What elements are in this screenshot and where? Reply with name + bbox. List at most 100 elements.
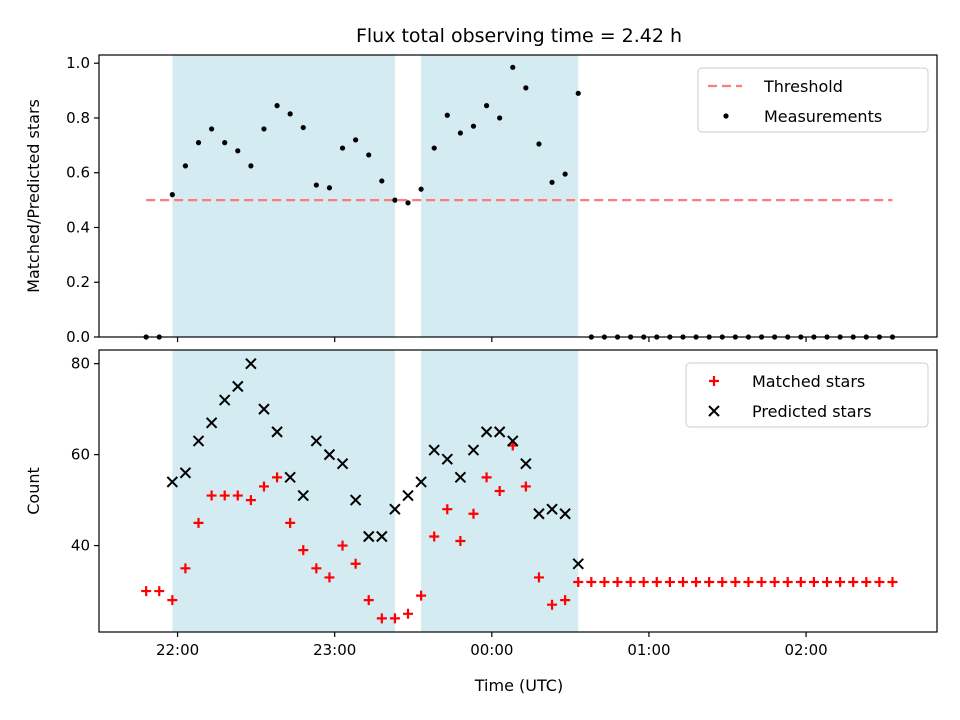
measurement-point xyxy=(222,140,228,146)
bottom-panel-counts: 40 60 80 22:00 23:00 00:00 01:00 02:00 Count Matc… xyxy=(24,349,938,659)
matched-point xyxy=(769,576,780,587)
predicted-point xyxy=(297,489,309,502)
predicted-point xyxy=(284,471,296,484)
measurement-point xyxy=(575,90,581,96)
legend-box xyxy=(697,67,929,133)
predicted-point xyxy=(454,471,467,484)
predicted-point xyxy=(415,476,427,488)
x-tick-label: 22:00 xyxy=(156,641,199,659)
predicted-point xyxy=(441,453,454,465)
measurement-point xyxy=(444,112,450,118)
matched-point xyxy=(481,472,492,483)
matched-point xyxy=(363,595,374,606)
matched-point xyxy=(455,536,466,547)
shaded-interval-2 xyxy=(421,55,579,337)
measurement-point xyxy=(339,145,346,151)
measurement-point xyxy=(300,124,306,131)
matched-point xyxy=(612,576,623,587)
matched-point xyxy=(520,481,531,492)
measurement-point xyxy=(326,185,333,191)
matched-point xyxy=(756,576,767,587)
predicted-point xyxy=(467,444,480,456)
measurement-point xyxy=(353,137,359,143)
predicted-point xyxy=(258,403,270,415)
predicted-point xyxy=(166,476,179,488)
shaded-interval-1 xyxy=(172,55,395,337)
matched-point xyxy=(154,586,165,597)
matched-point xyxy=(258,481,269,492)
predicted-point xyxy=(245,357,257,370)
predicted-point xyxy=(349,494,362,506)
matched-point xyxy=(193,517,204,528)
matched-point xyxy=(704,576,715,587)
measurement-point xyxy=(431,145,437,151)
series-predicted-stars xyxy=(166,357,584,570)
predicted-point xyxy=(179,467,192,479)
predicted-point xyxy=(192,435,205,447)
y-tick-label: 40 xyxy=(71,537,90,555)
matched-point xyxy=(638,576,649,587)
predicted-point xyxy=(310,435,323,447)
measurement-point xyxy=(483,103,490,109)
matched-point xyxy=(245,495,256,506)
matched-point xyxy=(743,576,754,587)
legend: Matched stars Predicted stars xyxy=(685,362,929,428)
x-tick-label: 02:00 xyxy=(784,641,827,659)
matched-point xyxy=(311,563,322,574)
predicted-point xyxy=(205,417,218,429)
series-measurements xyxy=(143,64,896,340)
matched-point xyxy=(677,576,688,587)
y-tick-label: 60 xyxy=(71,446,90,464)
predicted-point xyxy=(218,394,231,406)
predicted-point xyxy=(546,503,558,515)
matched-point xyxy=(272,472,283,483)
measurement-point xyxy=(457,130,463,136)
matched-point xyxy=(141,586,152,597)
matched-point xyxy=(664,576,675,587)
measurement-point xyxy=(497,115,503,121)
measurement-point xyxy=(209,126,215,132)
y-axis-label: Count xyxy=(24,467,43,515)
measurement-point xyxy=(562,171,568,177)
x-tick-label: 01:00 xyxy=(627,641,670,659)
measurement-point xyxy=(536,141,542,147)
predicted-point xyxy=(232,380,244,393)
matched-point xyxy=(547,599,558,610)
y-axis-label: Matched/Predicted stars xyxy=(24,99,43,293)
shaded-interval-1 xyxy=(172,350,395,632)
y-tick-label: 80 xyxy=(71,355,90,373)
measurement-point xyxy=(523,85,529,91)
legend-entry-label: Measurements xyxy=(764,107,882,126)
y-tick-label: 0.8 xyxy=(66,109,90,127)
axes-frame xyxy=(98,349,938,633)
predicted-point xyxy=(493,426,506,438)
matched-point xyxy=(389,613,400,624)
predicted-point xyxy=(323,448,336,461)
measurement-point xyxy=(510,64,516,70)
matched-point xyxy=(730,576,741,587)
top-panel-ratio: 0.0 0.2 0.4 0.6 0.8 1.0 Matched/Predicted star… xyxy=(24,54,938,346)
predicted-point xyxy=(559,508,571,520)
matched-point xyxy=(651,576,662,587)
matched-point xyxy=(848,576,859,587)
predicted-point xyxy=(507,435,519,447)
series-matched-stars xyxy=(141,440,898,624)
matched-point xyxy=(232,490,243,501)
measurement-point xyxy=(287,111,293,117)
x-axis-label: Time (UTC) xyxy=(474,676,563,695)
matched-point xyxy=(625,576,636,587)
y-tick-label: 0.0 xyxy=(66,328,90,346)
measurement-point xyxy=(392,197,398,203)
matched-point xyxy=(219,490,230,501)
measurement-point xyxy=(366,152,372,158)
matched-point xyxy=(337,540,348,551)
legend-entry-label: Threshold xyxy=(763,77,843,96)
legend-matched-swatch xyxy=(709,376,719,386)
legend-entry-label: Predicted stars xyxy=(752,402,872,421)
chart-title: Flux total observing time = 2.42 h xyxy=(356,25,682,47)
predicted-point xyxy=(572,558,584,570)
measurement-point xyxy=(195,140,202,146)
legend: Threshold Measurements xyxy=(697,67,929,133)
predicted-point xyxy=(336,458,349,470)
